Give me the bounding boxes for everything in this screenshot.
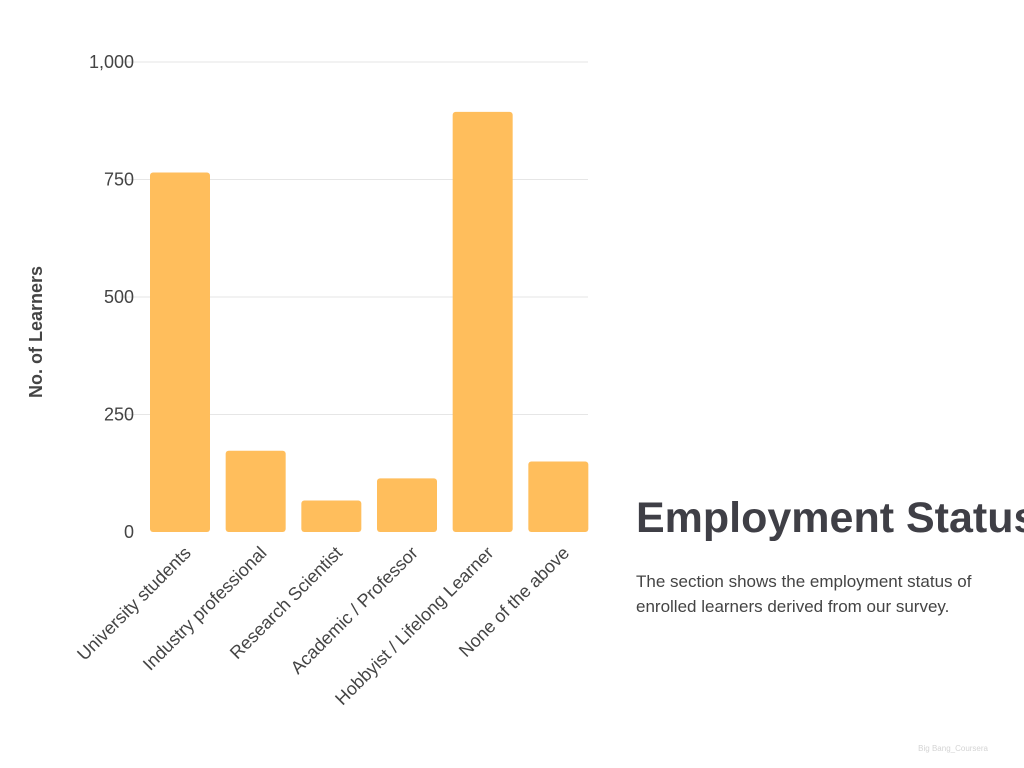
x-tick-label: Academic / Professor [287, 543, 422, 678]
bar [225, 450, 286, 532]
bar [528, 461, 589, 532]
chart-title: Employment Status [636, 494, 1024, 542]
bar [452, 111, 513, 532]
bar [150, 172, 210, 532]
y-axis-label: No. of Learners [26, 266, 46, 398]
bar-chart: 0 250 500 750 1,000 University studentsIndus… [26, 52, 589, 709]
y-axis-ticks: 0 250 500 750 1,000 [89, 52, 134, 542]
bar [301, 500, 362, 532]
y-tick-label: 500 [104, 287, 134, 307]
bar [377, 478, 437, 532]
chart-description: The section shows the employment status … [636, 572, 972, 616]
bars [150, 111, 589, 532]
x-tick-label: Industry professional [139, 543, 271, 675]
y-tick-label: 750 [104, 170, 134, 190]
y-tick-label: 0 [124, 522, 134, 542]
y-tick-label: 250 [104, 405, 134, 425]
y-tick-label: 1,000 [89, 52, 134, 72]
watermark-text: Big Bang_Coursera [918, 744, 988, 753]
x-tick-label: Hobbyist / Lifelong Learner [331, 543, 497, 709]
